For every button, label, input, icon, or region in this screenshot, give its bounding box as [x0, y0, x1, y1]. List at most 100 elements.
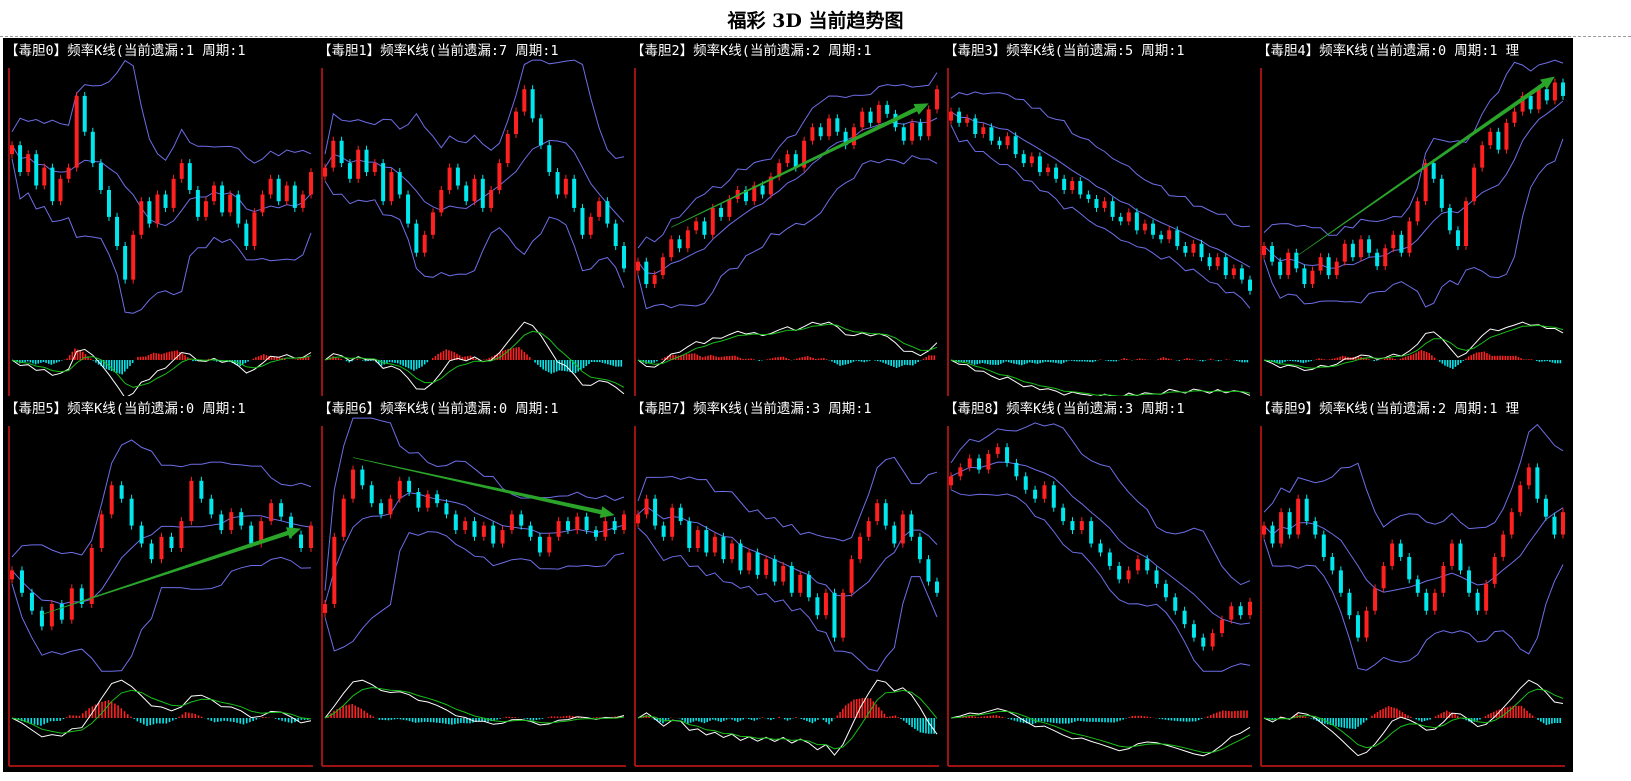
candle	[481, 521, 486, 541]
candle	[1484, 579, 1489, 615]
candle	[323, 163, 327, 181]
candle	[1182, 606, 1187, 629]
candle	[1159, 230, 1164, 244]
candle	[163, 190, 168, 212]
chart-panel-2: 【毒胆2】频率K线(当前遗漏:2 周期:1	[629, 38, 947, 414]
trend-arrow	[1296, 76, 1555, 257]
chart-panel-0: 【毒胆0】频率K线(当前遗漏:1 周期:1	[3, 38, 321, 414]
chart-title: 【毒胆1】频率K线(当前遗漏:7 周期:1	[318, 43, 559, 59]
candle	[1248, 275, 1252, 295]
candle	[1520, 91, 1525, 116]
candle	[1467, 566, 1472, 597]
candle	[1296, 494, 1301, 539]
candle	[661, 521, 666, 541]
chart-canvas	[1260, 59, 1565, 409]
candle	[1447, 203, 1452, 235]
candle	[119, 481, 124, 503]
candle	[818, 123, 823, 141]
candle	[1029, 152, 1034, 168]
candle	[644, 494, 649, 519]
candle	[989, 123, 994, 145]
candle	[1051, 481, 1056, 512]
candle	[50, 163, 55, 206]
chart-panel-9: 【毒胆9】频率K线(当前遗漏:2 周期:1 理	[1255, 396, 1573, 772]
candle	[1398, 539, 1403, 561]
candle	[876, 100, 881, 127]
chart-panel-3: 【毒胆3】频率K线(当前遗漏:5 周期:1	[942, 38, 1260, 414]
candle	[522, 85, 527, 116]
bollinger-lower	[637, 527, 938, 672]
chart-panel-6: 【毒胆6】频率K线(当前遗漏:0 周期:1	[316, 396, 634, 772]
chart-canvas	[8, 59, 313, 409]
candle	[1223, 253, 1228, 280]
candle	[687, 517, 692, 552]
candle	[1424, 588, 1429, 615]
candle	[1270, 242, 1275, 266]
candle	[1191, 620, 1196, 642]
candle	[1321, 530, 1326, 561]
candle	[588, 212, 593, 239]
candle	[331, 136, 336, 172]
macd-line	[324, 321, 625, 395]
candle	[472, 517, 477, 541]
candle	[1390, 539, 1395, 570]
chart-title: 【毒胆8】频率K线(当前遗漏:3 周期:1	[944, 401, 1185, 417]
chart-panel-7: 【毒胆7】频率K线(当前遗漏:3 周期:1	[629, 396, 947, 772]
candle	[1455, 226, 1460, 250]
candle	[997, 136, 1002, 150]
candle	[439, 186, 444, 217]
candle	[500, 526, 505, 548]
candle	[755, 548, 760, 579]
candle	[19, 566, 24, 597]
candle	[868, 107, 873, 127]
candle	[738, 539, 743, 575]
candle	[584, 512, 589, 535]
candle	[528, 521, 533, 541]
candle	[875, 499, 880, 526]
bollinger-upper	[1263, 423, 1564, 530]
bollinger-lower	[1263, 538, 1564, 671]
candle	[1163, 579, 1168, 602]
candle	[347, 159, 352, 183]
bollinger-middle	[637, 505, 938, 597]
candle	[1287, 508, 1292, 539]
candle	[1145, 555, 1150, 575]
candle	[480, 174, 485, 212]
candle	[843, 127, 848, 150]
candle	[364, 145, 369, 177]
candle	[90, 127, 95, 168]
candle	[622, 510, 626, 535]
candle	[949, 107, 953, 125]
bollinger-upper	[324, 417, 625, 591]
candle	[18, 141, 23, 177]
candle	[1294, 248, 1299, 273]
candle	[678, 503, 683, 526]
candle	[721, 532, 726, 564]
bollinger-lower	[324, 180, 625, 288]
candle	[422, 230, 427, 257]
candle	[547, 141, 552, 177]
candle	[26, 150, 31, 177]
signal-line	[637, 323, 938, 365]
candle	[910, 118, 915, 145]
candle	[677, 235, 682, 253]
candle	[1449, 539, 1454, 570]
chart-canvas	[1260, 423, 1565, 767]
candle	[832, 588, 837, 642]
candle	[1358, 235, 1363, 262]
candle	[179, 517, 184, 552]
candle	[1480, 141, 1485, 172]
candle	[653, 494, 658, 530]
candle	[284, 181, 289, 206]
candle	[425, 490, 430, 512]
candle	[900, 510, 905, 548]
candle	[1338, 566, 1343, 597]
candle	[555, 168, 560, 199]
candle	[1278, 257, 1283, 280]
candle	[505, 130, 510, 168]
candle	[171, 174, 176, 212]
macd-line	[11, 348, 312, 399]
candle	[189, 476, 194, 526]
candle	[1262, 242, 1266, 259]
candle	[472, 174, 477, 206]
